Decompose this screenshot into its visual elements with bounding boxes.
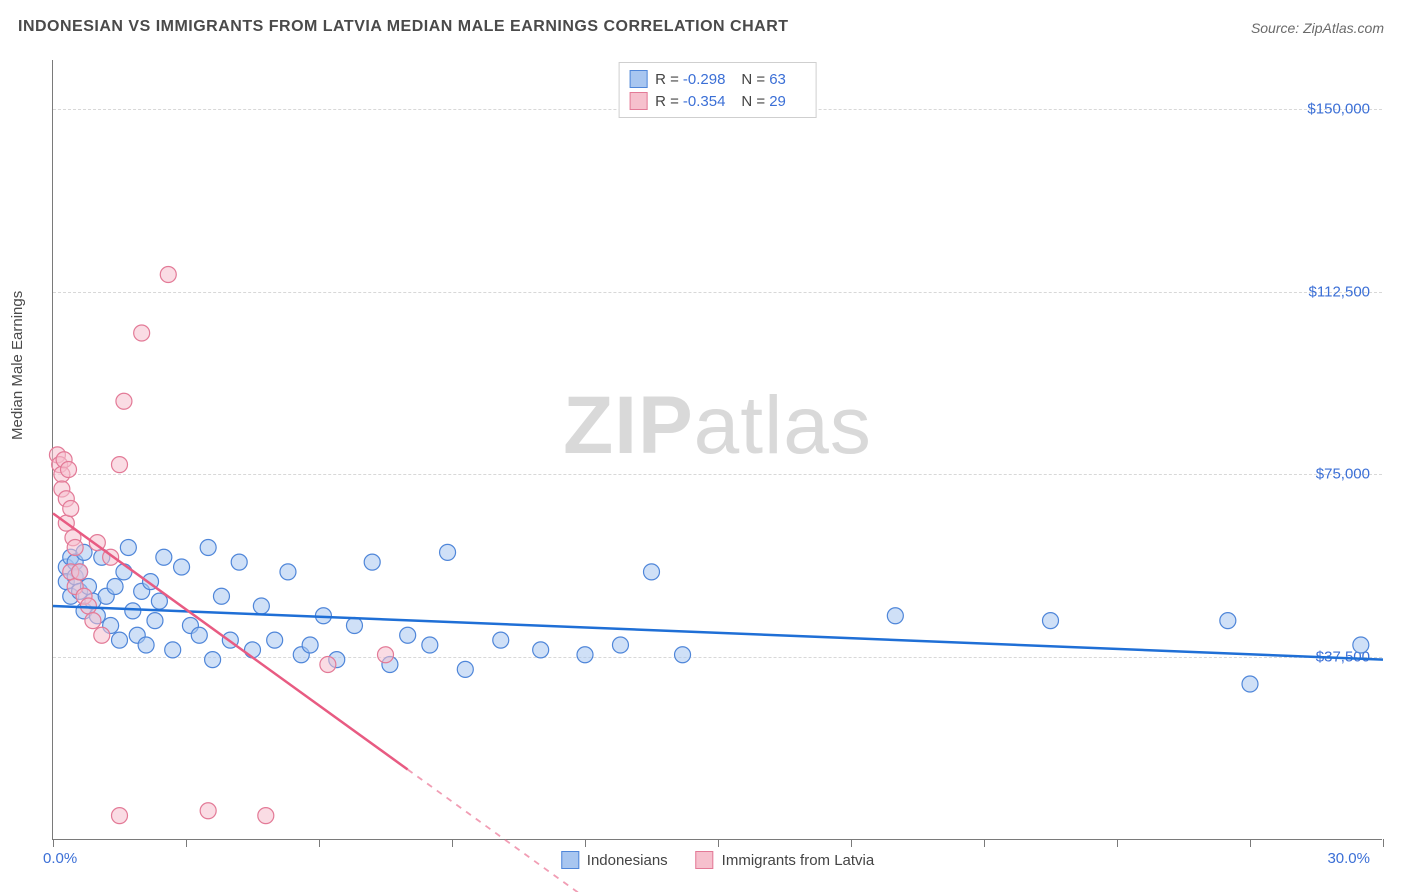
data-point bbox=[422, 637, 438, 653]
chart-svg bbox=[53, 60, 1382, 839]
data-point bbox=[887, 608, 903, 624]
data-point bbox=[364, 554, 380, 570]
data-point bbox=[1220, 613, 1236, 629]
data-point bbox=[85, 613, 101, 629]
data-point bbox=[612, 637, 628, 653]
data-point bbox=[94, 627, 110, 643]
data-point bbox=[160, 267, 176, 283]
data-point bbox=[1353, 637, 1369, 653]
data-point bbox=[120, 540, 136, 556]
legend-swatch-pink-2 bbox=[696, 851, 714, 869]
x-axis-min-label: 0.0% bbox=[43, 850, 77, 867]
legend-stats-row-1: R =-0.298N =63 bbox=[629, 68, 802, 90]
data-point bbox=[457, 661, 473, 677]
y-axis-label: Median Male Earnings bbox=[9, 291, 26, 440]
data-point bbox=[533, 642, 549, 658]
data-point bbox=[165, 642, 181, 658]
data-point bbox=[280, 564, 296, 580]
data-point bbox=[346, 618, 362, 634]
data-point bbox=[245, 642, 261, 658]
data-point bbox=[107, 579, 123, 595]
data-point bbox=[174, 559, 190, 575]
data-point bbox=[116, 564, 132, 580]
data-point bbox=[112, 632, 128, 648]
data-point bbox=[156, 549, 172, 565]
legend-item-indonesians: Indonesians bbox=[561, 851, 668, 869]
data-point bbox=[1242, 676, 1258, 692]
data-point bbox=[147, 613, 163, 629]
data-point bbox=[125, 603, 141, 619]
legend-label-2: Immigrants from Latvia bbox=[722, 852, 875, 869]
legend-stats: R =-0.298N =63 R =-0.354N =29 bbox=[618, 62, 817, 118]
data-point bbox=[205, 652, 221, 668]
data-point bbox=[231, 554, 247, 570]
legend-stat-r2: R =-0.354N =29 bbox=[655, 93, 802, 110]
data-point bbox=[493, 632, 509, 648]
source-attribution: Source: ZipAtlas.com bbox=[1251, 20, 1384, 36]
chart-title: INDONESIAN VS IMMIGRANTS FROM LATVIA MED… bbox=[18, 18, 789, 36]
data-point bbox=[61, 462, 77, 478]
data-point bbox=[302, 637, 318, 653]
data-point bbox=[1043, 613, 1059, 629]
plot-area: ZIPatlas $37,500$75,000$112,500$150,000 … bbox=[52, 60, 1382, 840]
data-point bbox=[644, 564, 660, 580]
data-point bbox=[440, 544, 456, 560]
legend-swatch-pink bbox=[629, 92, 647, 110]
data-point bbox=[267, 632, 283, 648]
data-point bbox=[200, 803, 216, 819]
data-point bbox=[72, 564, 88, 580]
data-point bbox=[378, 647, 394, 663]
data-point bbox=[67, 540, 83, 556]
data-point bbox=[213, 588, 229, 604]
data-point bbox=[320, 657, 336, 673]
legend-swatch-blue-2 bbox=[561, 851, 579, 869]
trend-line-extrapolated bbox=[408, 769, 1383, 892]
data-point bbox=[138, 637, 154, 653]
data-point bbox=[134, 325, 150, 341]
x-axis-max-label: 30.0% bbox=[1327, 850, 1370, 867]
legend-stat-r1: R =-0.298N =63 bbox=[655, 71, 802, 88]
data-point bbox=[258, 808, 274, 824]
data-point bbox=[253, 598, 269, 614]
legend-label-1: Indonesians bbox=[587, 852, 668, 869]
data-point bbox=[400, 627, 416, 643]
data-point bbox=[116, 393, 132, 409]
legend-swatch-blue bbox=[629, 70, 647, 88]
data-point bbox=[191, 627, 207, 643]
legend-series: Indonesians Immigrants from Latvia bbox=[561, 851, 874, 869]
data-point bbox=[112, 457, 128, 473]
data-point bbox=[112, 808, 128, 824]
data-point bbox=[200, 540, 216, 556]
data-point bbox=[675, 647, 691, 663]
data-point bbox=[63, 501, 79, 517]
legend-stats-row-2: R =-0.354N =29 bbox=[629, 90, 802, 112]
data-point bbox=[577, 647, 593, 663]
legend-item-latvia: Immigrants from Latvia bbox=[696, 851, 875, 869]
